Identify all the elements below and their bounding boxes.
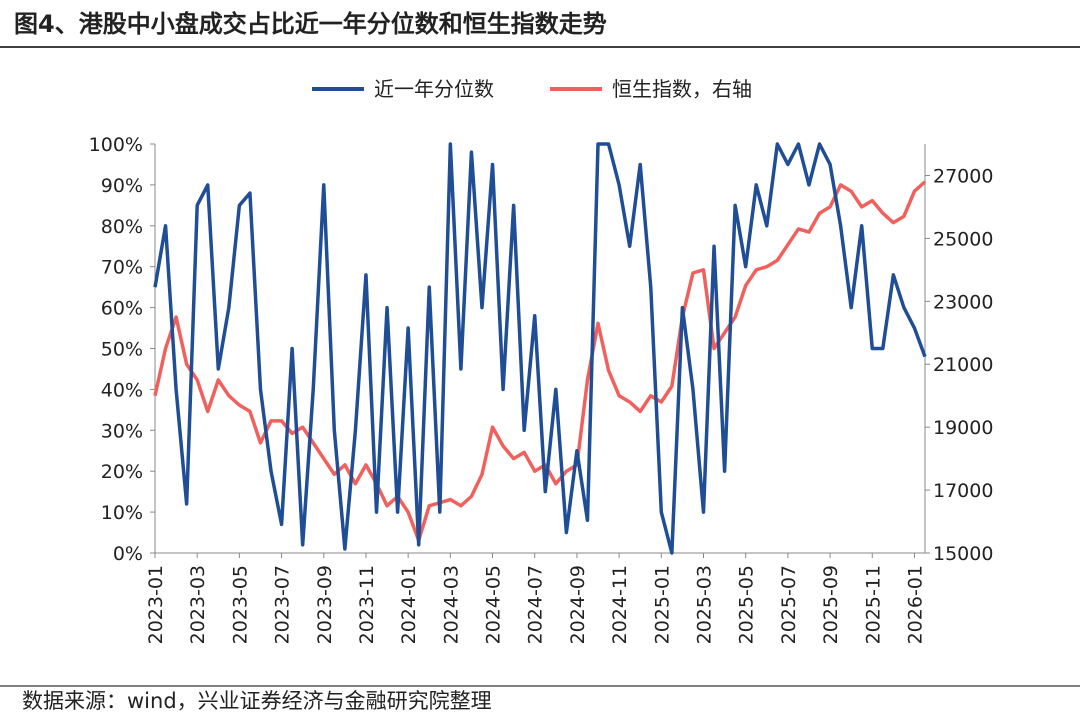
x-tick-label: 2024-07: [525, 565, 547, 644]
x-tick-label: 2024-05: [483, 565, 505, 644]
x-tick-label: 2024-03: [440, 565, 462, 644]
y-tick-label: 30%: [101, 420, 143, 442]
y-tick-label: 90%: [101, 175, 143, 197]
series-line: [153, 142, 927, 555]
x-tick-label: 2023-07: [272, 565, 294, 644]
x-tick-label: 2023-03: [187, 565, 209, 644]
y-tick-label: 60%: [101, 298, 143, 320]
y2-tick-label: 19000: [933, 417, 993, 439]
x-tick-label: 2024-09: [567, 565, 589, 644]
y2-tick-label: 23000: [933, 291, 993, 313]
y-tick-label: 10%: [101, 502, 143, 524]
y2-tick-label: 17000: [933, 480, 993, 502]
x-tick-label: 2025-03: [693, 565, 715, 644]
y-tick-label: 0%: [113, 543, 143, 565]
x-tick-label: 2025-09: [820, 565, 842, 644]
y-tick-label: 80%: [101, 216, 143, 238]
x-tick-label: 2025-11: [862, 565, 884, 644]
x-tick-label: 2025-05: [736, 565, 758, 644]
y2-tick-label: 27000: [933, 165, 993, 187]
x-tick-label: 2023-05: [229, 565, 251, 644]
y-tick-label: 70%: [101, 257, 143, 279]
chart-title: 图4、港股中小盘成交占比近一年分位数和恒生指数走势: [14, 10, 607, 38]
x-tick-label: 2023-11: [356, 565, 378, 644]
x-tick-label: 2023-01: [145, 565, 167, 644]
series-line: [153, 180, 927, 543]
y-tick-label: 100%: [89, 134, 143, 156]
y2-tick-label: 25000: [933, 228, 993, 250]
y-tick-label: 50%: [101, 339, 143, 361]
x-tick-label: 2025-07: [778, 565, 800, 644]
source: 数据来源：wind，兴业证券经济与金融研究院整理: [22, 689, 492, 713]
x-tick-label: 2026-01: [904, 565, 926, 644]
x-tick-label: 2023-09: [314, 565, 336, 644]
x-tick-label: 2024-11: [609, 565, 631, 644]
y-tick-label: 40%: [101, 379, 143, 401]
x-tick-label: 2024-01: [398, 565, 420, 644]
y-tick-label: 20%: [101, 461, 143, 483]
legend-label: 近一年分位数: [374, 77, 494, 101]
legend-label: 恒生指数，右轴: [612, 77, 752, 101]
y2-tick-label: 15000: [933, 543, 993, 565]
x-tick-label: 2025-01: [651, 565, 673, 644]
y2-tick-label: 21000: [933, 354, 993, 376]
